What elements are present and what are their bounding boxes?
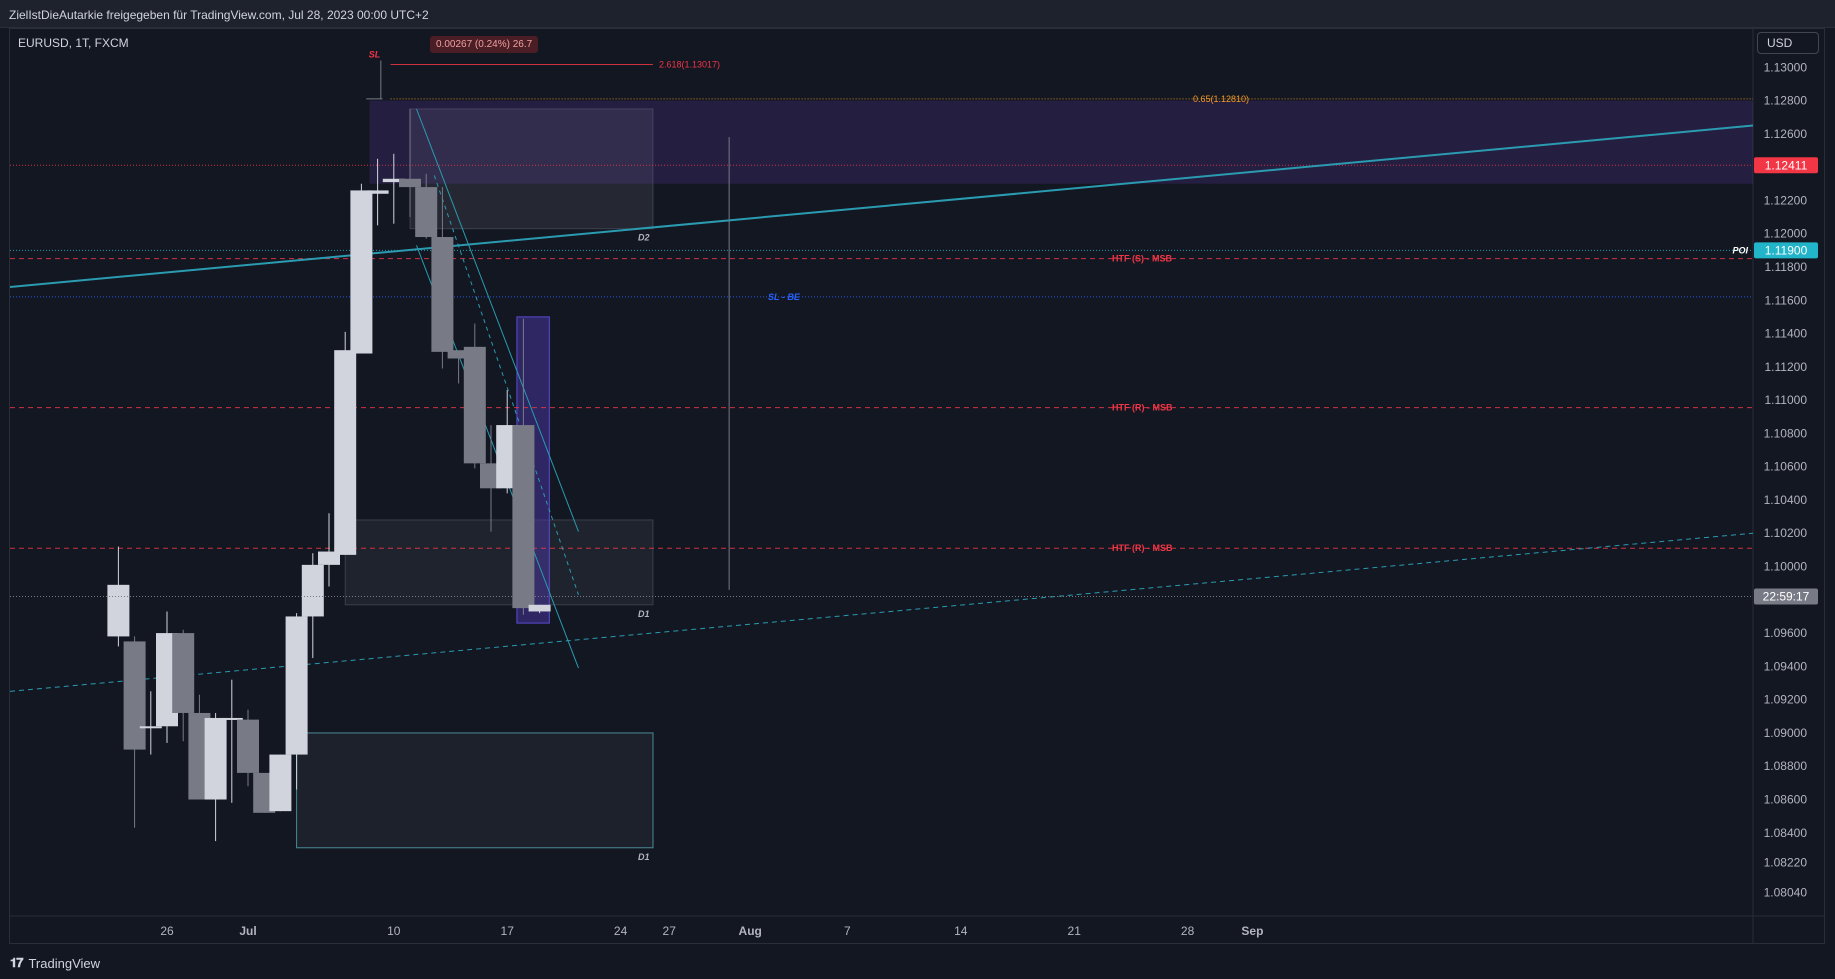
x-tick-label: Aug	[739, 924, 762, 938]
candle-body	[269, 754, 292, 812]
y-tick-label: 1.11200	[1765, 360, 1808, 374]
price-label-bg	[1754, 588, 1818, 605]
y-tick-label: 1.08400	[1764, 826, 1808, 840]
x-tick-label: 21	[1068, 924, 1082, 938]
header-bar: ZielIstDieAutarkie freigegeben für Tradi…	[0, 0, 1835, 28]
zone-label: D2	[638, 233, 650, 243]
y-tick-label: 1.10000	[1764, 560, 1808, 574]
y-tick-label: 1.10200	[1764, 526, 1808, 540]
level-label: HTF (S) - MSB	[1112, 254, 1172, 264]
purple-zone	[369, 100, 1753, 184]
candle-body	[528, 604, 551, 612]
currency-button[interactable]: USD	[1757, 32, 1819, 54]
zone-label: D1	[638, 609, 650, 619]
trendline-cyan	[9, 124, 1754, 288]
y-tick-label: 1.11400	[1765, 327, 1808, 341]
price-label: 1.12411	[1765, 158, 1808, 172]
measure-tooltip: 0.00267 (0.24%) 26.7	[430, 36, 539, 53]
candle-body	[123, 641, 146, 750]
candle-body	[204, 717, 227, 800]
chart-frame[interactable]	[9, 28, 1825, 944]
x-tick-label: 24	[614, 924, 628, 938]
candle-body	[399, 178, 421, 188]
y-tick-label: 1.10400	[1764, 493, 1808, 507]
symbol-label[interactable]: EURUSD, 1T, FXCM	[18, 36, 129, 50]
candle-body	[107, 584, 130, 637]
candle-body	[512, 425, 535, 609]
level-label: POI	[1732, 245, 1748, 255]
candle-body	[366, 190, 389, 194]
candle-body	[447, 350, 470, 359]
x-tick-label: Sep	[1241, 924, 1263, 938]
level-label: 0.65(1.12810)	[1193, 94, 1249, 104]
price-label-bg	[1754, 157, 1818, 174]
y-tick-label: 1.13000	[1764, 60, 1808, 74]
level-label: HTF (R) - MSB	[1112, 403, 1173, 413]
y-tick-label: 1.10800	[1764, 426, 1808, 440]
x-tick-label: 26	[160, 924, 174, 938]
level-label: SL - BE	[768, 292, 801, 302]
y-tick-label: 1.09400	[1764, 659, 1808, 673]
x-tick-label: 27	[663, 924, 677, 938]
header-title: ZielIstDieAutarkie freigegeben für Tradi…	[9, 8, 429, 22]
x-tick-label: 10	[387, 924, 401, 938]
y-tick-label: 1.12800	[1764, 94, 1808, 108]
level-label: 2.618(1.13017)	[659, 59, 720, 69]
zone-label: D1	[638, 852, 650, 862]
candle-body	[415, 187, 438, 238]
x-tick-label: Jul	[239, 924, 256, 938]
level-label: HTF (R) - MSB	[1112, 543, 1173, 553]
y-tick-label: 1.08040	[1764, 886, 1808, 900]
candle-body	[139, 726, 162, 729]
tradingview-logo[interactable]: 𝟏𝟕 TradingView	[10, 955, 100, 971]
candle-body	[334, 350, 357, 555]
y-tick-label: 1.12200	[1764, 193, 1808, 207]
y-tick-label: 1.11600	[1765, 293, 1808, 307]
x-tick-label: 28	[1181, 924, 1195, 938]
candle-body	[220, 717, 243, 720]
candle-body	[350, 190, 373, 354]
y-tick-label: 1.12600	[1764, 127, 1808, 141]
price-label-bg	[1754, 242, 1818, 259]
y-tick-label: 1.08600	[1764, 793, 1808, 807]
y-tick-label: 1.08800	[1764, 759, 1808, 773]
price-label: 1.11900	[1765, 243, 1808, 257]
candle-body	[431, 237, 454, 352]
y-tick-label: 1.09000	[1764, 726, 1808, 740]
y-tick-label: 1.12000	[1764, 227, 1808, 241]
tradingview-logo-text: TradingView	[28, 955, 101, 971]
candle-body	[463, 346, 486, 464]
footer-bar	[0, 945, 1835, 979]
zone-box	[296, 732, 654, 849]
y-tick-label: 1.11000	[1765, 393, 1808, 407]
y-tick-label: 1.10600	[1764, 460, 1808, 474]
y-tick-label: 1.09200	[1764, 693, 1808, 707]
x-tick-label: 14	[954, 924, 968, 938]
candle-body	[382, 178, 405, 183]
price-label: 22:59:17	[1763, 589, 1810, 603]
sl-annotation: SL	[369, 49, 381, 59]
y-tick-label: 1.09600	[1764, 626, 1808, 640]
candle-body	[301, 564, 324, 617]
channel-mid	[433, 175, 579, 595]
trendline-dashed	[9, 532, 1754, 692]
y-tick-label: 1.11800	[1765, 260, 1808, 274]
candle-body	[285, 616, 308, 755]
channel-upper	[416, 108, 579, 532]
x-tick-label: 17	[501, 924, 515, 938]
x-tick-label: 7	[844, 924, 851, 938]
candle-body	[237, 719, 259, 773]
candle-body	[172, 633, 195, 713]
zone-box	[344, 519, 654, 606]
tradingview-logo-icon: 𝟏𝟕	[10, 955, 24, 970]
zone-box	[409, 108, 654, 230]
y-tick-label: 1.08220	[1764, 856, 1808, 870]
